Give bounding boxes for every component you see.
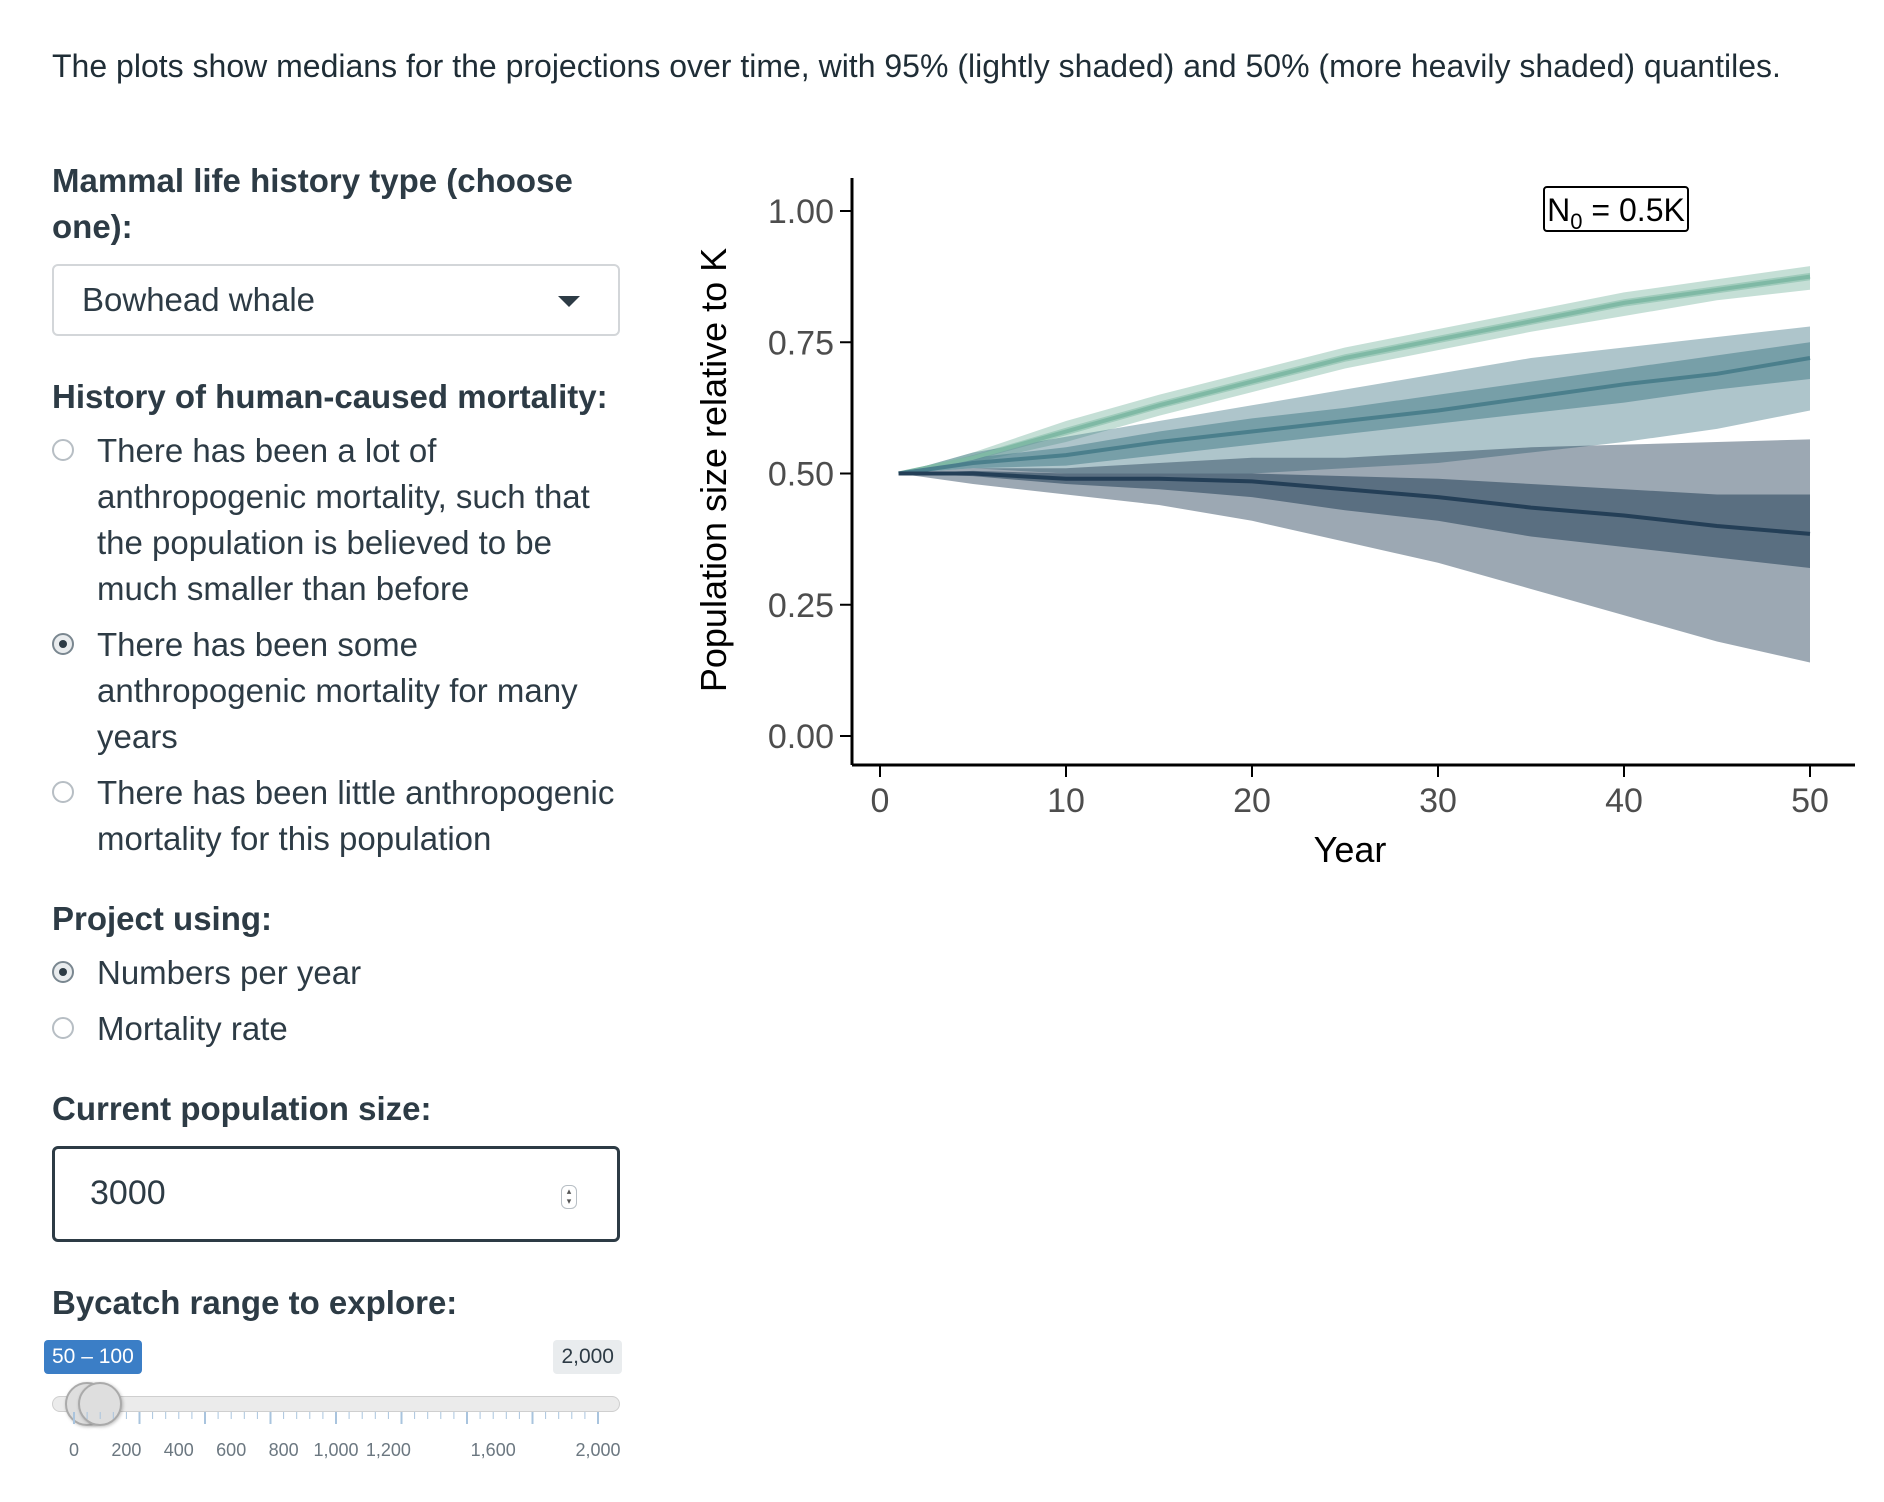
y-tick-label: 0.75 [768, 324, 834, 362]
radio-button[interactable] [52, 439, 74, 461]
mortality-history-radio-group: There has been a lot of anthropogenic mo… [52, 428, 622, 862]
slider-tick-label: 400 [164, 1440, 194, 1460]
radio-label: Mortality rate [97, 1010, 288, 1047]
slider-tick-label: 600 [216, 1440, 246, 1460]
slider-ticks: 0 200 400 600 800 1,000 1,200 1,600 2,000 [69, 1412, 621, 1460]
radio-button[interactable] [52, 781, 74, 803]
y-tick-label: 0.00 [768, 718, 834, 756]
slider-tick-label: 2,000 [575, 1440, 620, 1460]
project-option-numbers[interactable]: Numbers per year [52, 950, 622, 996]
radio-label: There has been little anthropogenic mort… [97, 774, 615, 857]
slider-max-badge: 2,000 [553, 1340, 622, 1374]
bycatch-label: Bycatch range to explore: [52, 1284, 458, 1321]
x-tick-label: 0 [871, 782, 890, 820]
population-size-input[interactable]: 3000 ▴ ▾ [52, 1146, 620, 1242]
caret-down-icon [558, 296, 580, 307]
x-tick-label: 20 [1233, 782, 1271, 820]
annotation-box [1543, 186, 1689, 232]
stepper-icon[interactable]: ▴ ▾ [561, 1185, 577, 1209]
series-0-median-line [898, 274, 1811, 476]
series-1-band-50 [898, 342, 1810, 474]
project-using-label: Project using: [52, 900, 273, 937]
series-1-band-95 [898, 326, 1810, 474]
population-size-label: Current population size: [52, 1090, 432, 1127]
slider-track[interactable] [52, 1396, 620, 1412]
slider-tick-label: 1,600 [471, 1440, 516, 1460]
series-2-median-line [898, 471, 1811, 536]
projection-chart: 0.00 0.25 0.50 0.75 1.00 0 10 20 30 40 50 Year Popul… [690, 150, 1870, 875]
project-using-radio-group: Numbers per year Mortality rate [52, 950, 622, 1052]
life-history-select[interactable]: Bowhead whale [52, 264, 620, 336]
slider-range-badge: 50 – 100 [44, 1340, 142, 1374]
slider-tick-label: 200 [111, 1440, 141, 1460]
radio-label: There has been a lot of anthropogenic mo… [97, 432, 590, 607]
x-tick-label: 30 [1419, 782, 1457, 820]
radio-label: There has been some anthropogenic mortal… [97, 626, 578, 755]
y-tick-label: 1.00 [768, 193, 834, 231]
radio-label: Numbers per year [97, 954, 362, 991]
x-tick-label: 50 [1791, 782, 1829, 820]
intro-text: The plots show medians for the projectio… [52, 48, 1781, 84]
mortality-option-some[interactable]: There has been some anthropogenic mortal… [52, 622, 622, 760]
sidebar: Mammal life history type (choose one): B… [44, 158, 622, 1500]
x-tick-label: 40 [1605, 782, 1643, 820]
series-2-band-50 [898, 470, 1810, 568]
projection-chart-svg: 0.00 0.25 0.50 0.75 1.00 0 10 20 30 40 50 Year Popul… [693, 178, 1855, 870]
mortality-option-lot[interactable]: There has been a lot of anthropogenic mo… [52, 428, 622, 612]
series-1-median-line [898, 356, 1811, 476]
y-axis-label: Population size relative to K [693, 248, 734, 692]
radio-button-selected[interactable] [52, 633, 74, 655]
annotation-label: N0 = 0.5K [1547, 192, 1685, 234]
slider-tick-label: 1,200 [366, 1440, 411, 1460]
mortality-history-label: History of human-caused mortality: [52, 378, 608, 415]
y-tick-label: 0.25 [768, 587, 834, 625]
mortality-option-little[interactable]: There has been little anthropogenic mort… [52, 770, 622, 862]
slider-tick-label: 0 [69, 1440, 79, 1460]
y-tick-label: 0.50 [768, 456, 834, 494]
x-tick-label: 10 [1047, 782, 1085, 820]
slider-tick-label: 800 [269, 1440, 299, 1460]
project-option-rate[interactable]: Mortality rate [52, 1006, 622, 1052]
life-history-selected-value: Bowhead whale [82, 281, 315, 318]
bycatch-slider[interactable]: 50 – 100 2,000 0 200 400 600 800 1,000 1,200 1,… [44, 1340, 622, 1500]
radio-button[interactable] [52, 1017, 74, 1039]
x-axis-label: Year [1314, 829, 1387, 870]
radio-button-selected[interactable] [52, 961, 74, 983]
series-0-band-95 [898, 266, 1810, 474]
population-size-value: 3000 [90, 1174, 166, 1212]
slider-tick-label: 1,000 [313, 1440, 358, 1460]
life-history-label: Mammal life history type (choose one): [52, 162, 573, 245]
